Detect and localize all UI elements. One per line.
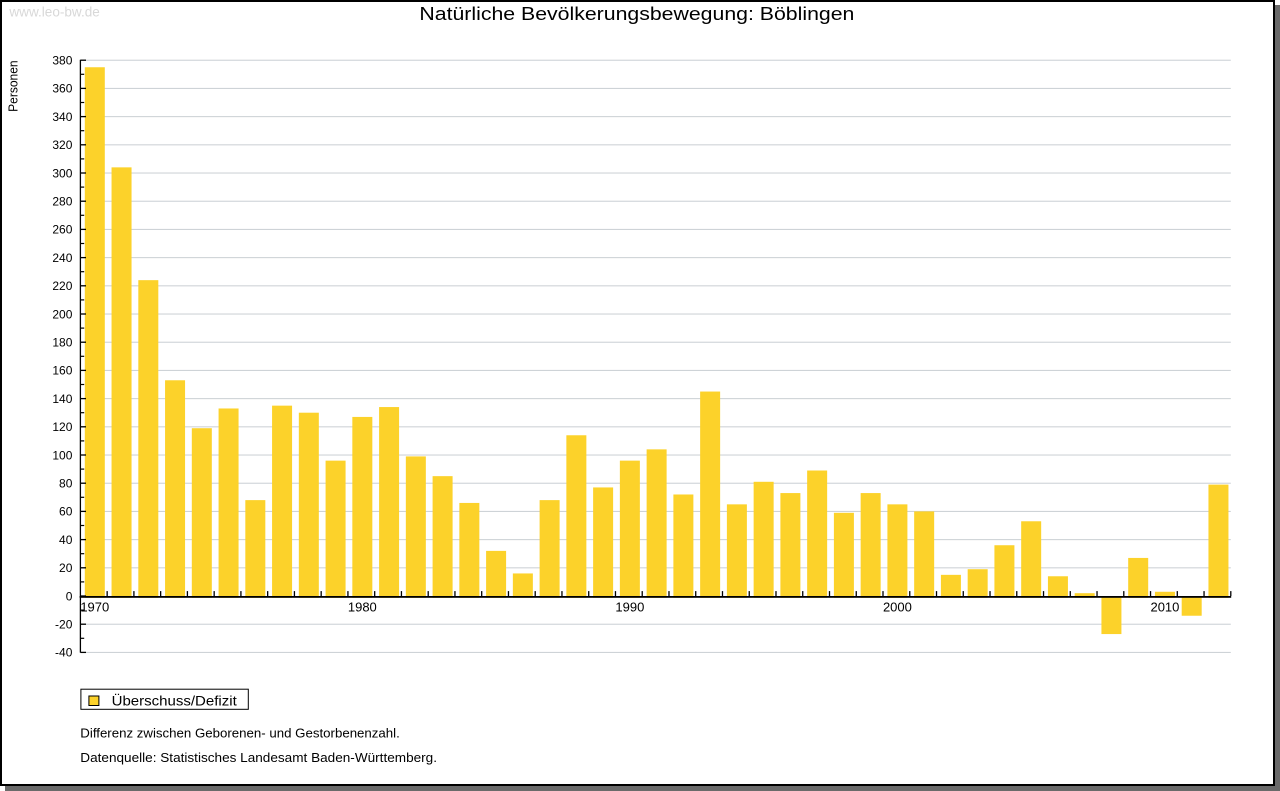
svg-text:320: 320 xyxy=(52,138,72,152)
svg-text:280: 280 xyxy=(52,195,72,209)
svg-text:-20: -20 xyxy=(55,618,73,632)
svg-text:140: 140 xyxy=(52,392,72,406)
svg-text:100: 100 xyxy=(52,448,72,462)
svg-text:200: 200 xyxy=(52,307,72,321)
svg-text:60: 60 xyxy=(59,505,73,519)
svg-text:340: 340 xyxy=(52,110,72,124)
svg-text:-40: -40 xyxy=(55,646,73,660)
svg-text:Überschuss/Defizit: Überschuss/Defizit xyxy=(112,694,237,709)
svg-text:1990: 1990 xyxy=(615,600,644,615)
svg-text:260: 260 xyxy=(52,223,72,237)
svg-text:80: 80 xyxy=(59,477,73,491)
svg-text:20: 20 xyxy=(59,561,73,575)
svg-text:2000: 2000 xyxy=(883,600,912,615)
svg-text:240: 240 xyxy=(52,251,72,265)
svg-text:0: 0 xyxy=(66,589,73,603)
svg-text:160: 160 xyxy=(52,364,72,378)
svg-text:180: 180 xyxy=(52,336,72,350)
svg-text:Personen: Personen xyxy=(5,60,20,112)
svg-text:40: 40 xyxy=(59,533,73,547)
svg-text:Natürliche Bevölkerungsbewegun: Natürliche Bevölkerungsbewegung: Böbling… xyxy=(419,4,854,24)
svg-text:Differenz zwischen Geborenen-: Differenz zwischen Geborenen- und Gestor… xyxy=(80,726,400,741)
svg-text:Datenquelle: Statistisches Lan: Datenquelle: Statistisches Landesamt Bad… xyxy=(80,750,437,765)
svg-text:2010: 2010 xyxy=(1150,600,1179,615)
svg-text:1970: 1970 xyxy=(80,600,109,615)
svg-text:380: 380 xyxy=(52,54,72,68)
svg-text:220: 220 xyxy=(52,279,72,293)
svg-text:120: 120 xyxy=(52,420,72,434)
svg-text:www.leo-bw.de: www.leo-bw.de xyxy=(8,3,100,19)
svg-text:300: 300 xyxy=(52,166,72,180)
svg-text:360: 360 xyxy=(52,82,72,96)
svg-text:1980: 1980 xyxy=(348,600,377,615)
